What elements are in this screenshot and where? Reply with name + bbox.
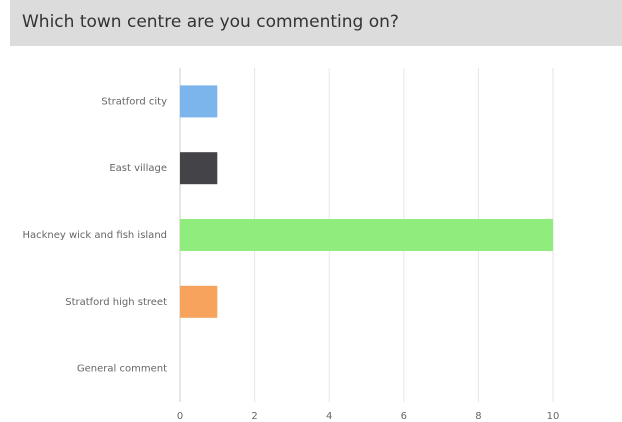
y-tick-label: East village bbox=[109, 163, 167, 174]
bar bbox=[180, 152, 218, 185]
y-tick-label: Stratford high street bbox=[65, 297, 167, 308]
bar bbox=[180, 219, 553, 251]
x-tick-label: 4 bbox=[326, 411, 332, 422]
bar bbox=[180, 85, 218, 118]
x-tick-label: 8 bbox=[475, 411, 481, 422]
y-tick-label: General comment bbox=[77, 364, 167, 375]
bar bbox=[180, 285, 218, 318]
y-tick-label: Hackney wick and fish island bbox=[22, 230, 167, 241]
x-tick-label: 2 bbox=[251, 411, 257, 422]
x-tick-label: 6 bbox=[401, 411, 407, 422]
y-tick-label: Stratford city bbox=[101, 96, 167, 107]
header-bar: Which town centre are you commenting on? bbox=[10, 0, 622, 46]
x-tick-label: 10 bbox=[547, 411, 560, 422]
x-tick-label: 0 bbox=[177, 411, 183, 422]
chart-title: Which town centre are you commenting on? bbox=[22, 12, 399, 32]
